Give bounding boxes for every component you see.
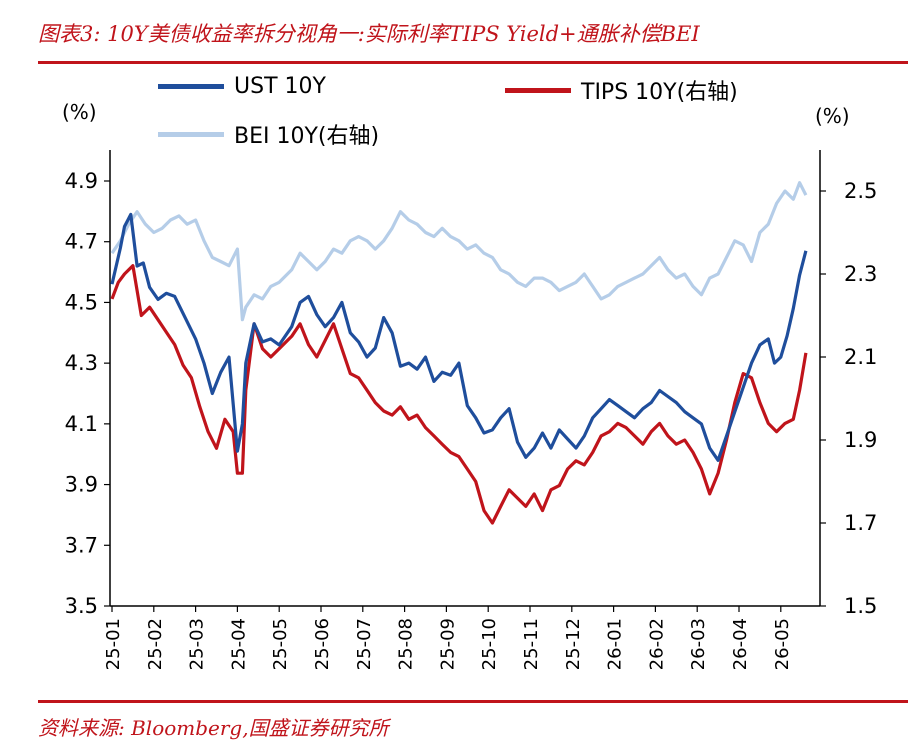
legend-ust: UST 10Y — [158, 74, 326, 99]
left-tick-label: 4.7 — [65, 230, 98, 254]
x-tick-label: 25-10 — [479, 618, 500, 670]
right-axis-unit: (%) — [815, 104, 850, 128]
legend-ust-swatch — [158, 84, 224, 89]
title-rule — [38, 61, 908, 64]
left-axis-unit: (%) — [62, 100, 97, 124]
right-tick-label: 2.3 — [844, 262, 877, 286]
legend-bei-label: BEI 10Y(右轴) — [234, 124, 380, 149]
x-tick-label: 25-03 — [187, 618, 208, 670]
legend-tips-label: TIPS 10Y(右轴) — [581, 80, 738, 105]
x-tick-label: 25-07 — [354, 618, 375, 670]
right-tick-label: 2.5 — [844, 179, 877, 203]
series-line-0 — [110, 212, 808, 462]
series-line-1 — [110, 264, 808, 525]
x-tick-label: 25-08 — [396, 618, 417, 670]
left-tick-label: 4.5 — [65, 290, 98, 314]
x-tick-label: 26-01 — [605, 618, 626, 670]
left-tick-label: 3.5 — [65, 594, 98, 618]
x-tick-label: 25-05 — [270, 618, 291, 670]
x-tick-label: 25-01 — [103, 618, 124, 670]
legend-tips: TIPS 10Y(右轴) — [505, 74, 738, 106]
x-tick-label: 25-04 — [228, 618, 249, 670]
axes: 4.9 4.7 4.5 4.3 4.1 3.9 3.7 3.5 2.5 2.3 2.1 1.9 1.7 1… — [65, 150, 877, 670]
left-tick-label: 3.9 — [65, 473, 98, 497]
left-tick-label: 4.9 — [65, 169, 98, 193]
x-tick-label: 26-02 — [646, 618, 667, 670]
x-tick-label: 26-04 — [730, 618, 751, 670]
legend-ust-label: UST 10Y — [234, 74, 326, 99]
series-line-2 — [110, 181, 808, 322]
left-tick-label: 4.1 — [65, 412, 98, 436]
right-tick-label: 1.9 — [844, 428, 877, 452]
legend-tips-swatch — [505, 87, 571, 93]
x-tick-label: 26-05 — [772, 618, 793, 670]
right-tick-label: 1.7 — [844, 511, 877, 535]
legend-bei: BEI 10Y(右轴) — [158, 118, 379, 150]
left-tick-label: 4.3 — [65, 351, 98, 375]
x-tick-label: 25-09 — [437, 618, 458, 670]
x-tick-label: 25-12 — [563, 618, 584, 670]
x-tick-label: 25-06 — [312, 618, 333, 670]
legend-bei-swatch — [158, 131, 224, 137]
right-tick-label: 1.5 — [844, 594, 877, 618]
left-tick-label: 3.7 — [65, 533, 98, 557]
x-tick-label: 26-03 — [688, 618, 709, 670]
source-note: 资料来源: Bloomberg,国盛证券研究所 — [38, 716, 389, 740]
chart-title: 图表3: 10Y美债收益率拆分视角一:实际利率TIPS Yield+通胀补偿BE… — [38, 22, 700, 46]
right-tick-label: 2.1 — [844, 345, 877, 369]
series-layer — [110, 181, 808, 525]
x-tick-label: 25-11 — [521, 618, 542, 670]
source-rule — [38, 700, 908, 703]
x-tick-label: 25-02 — [145, 618, 166, 670]
